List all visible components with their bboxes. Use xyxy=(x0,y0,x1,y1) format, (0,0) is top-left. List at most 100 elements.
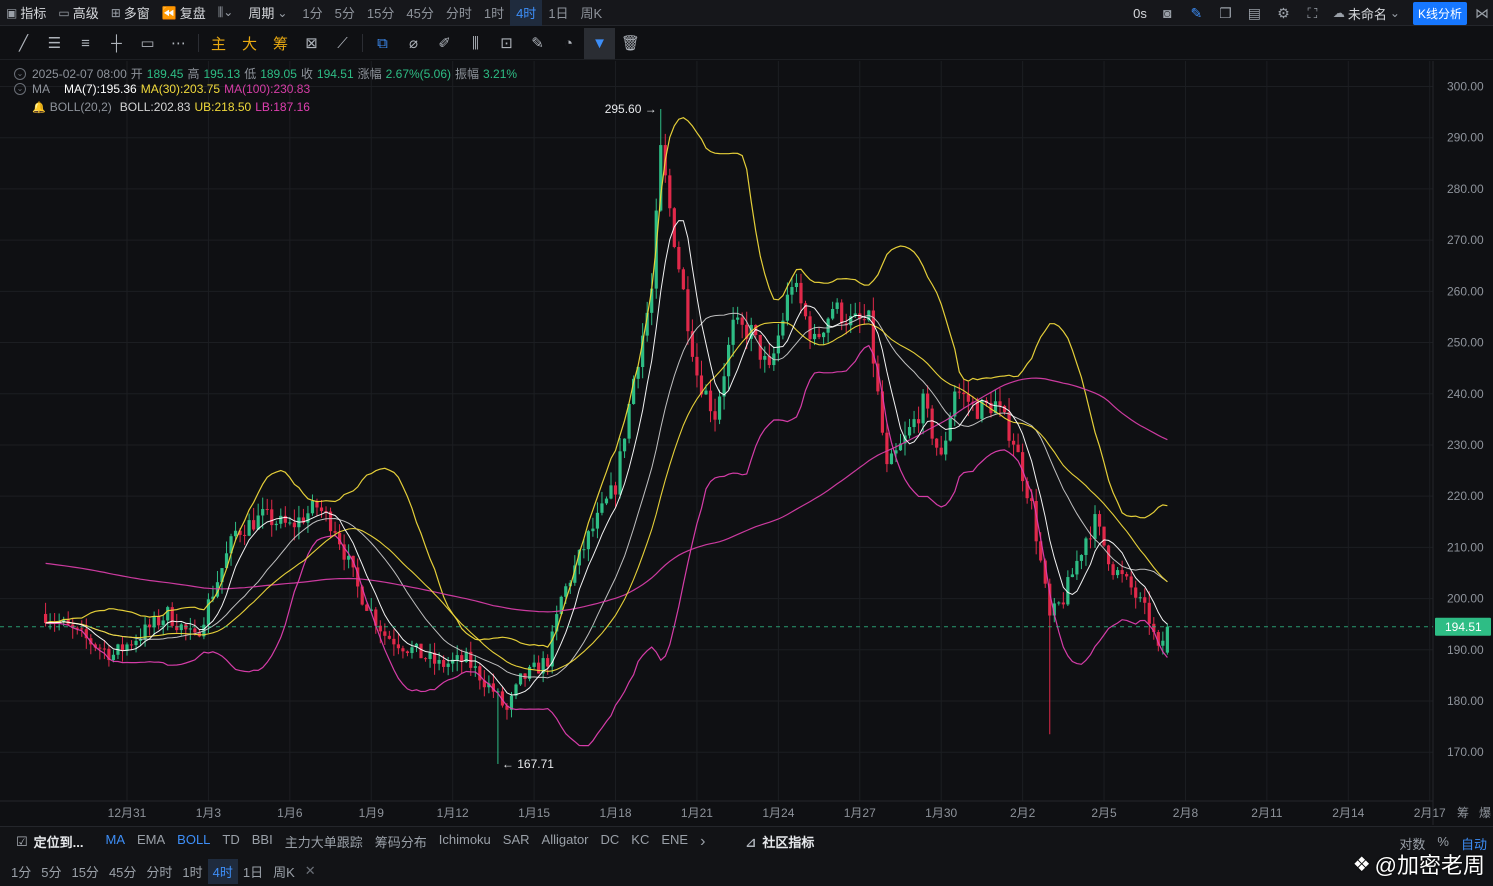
indicator-tab[interactable]: ENE xyxy=(661,832,689,847)
indicator-tab[interactable]: 筹码分布 xyxy=(374,835,427,850)
auto-scale-toggle[interactable]: 自动 xyxy=(1460,837,1487,852)
horizontal-line-tool-icon[interactable]: ┼ xyxy=(111,34,122,52)
candle-body xyxy=(821,332,826,338)
replay-button[interactable]: ⏪ 复盘 xyxy=(156,0,212,26)
cycle-dropdown[interactable]: 周期 ⌄ xyxy=(242,0,296,26)
period-tab[interactable]: 1日 xyxy=(548,6,569,21)
camera-icon[interactable]: ◙ xyxy=(1163,5,1172,21)
period-tab[interactable]: 周K xyxy=(580,6,603,21)
period-tab[interactable]: 5分 xyxy=(334,6,355,21)
trend-line-tool-icon[interactable]: ╱ xyxy=(18,35,29,52)
multi-window-button[interactable]: ⊞ 多窗 xyxy=(105,0,156,26)
period-bar-tab[interactable]: 45分 xyxy=(108,864,137,880)
edit-note-icon[interactable]: ✎ xyxy=(531,35,544,52)
rectangle-tool-icon[interactable]: ▭ xyxy=(140,35,155,52)
percent-scale-toggle[interactable]: % xyxy=(1437,834,1449,849)
indicator-tab[interactable]: KC xyxy=(631,832,650,847)
indicator-tab[interactable]: BBI xyxy=(251,832,273,847)
candle-body xyxy=(1016,444,1020,453)
more-tools-icon[interactable]: ⋯ xyxy=(171,35,186,52)
kline-chart[interactable]: 300.00 290.00 280.00 270.00 260.00 250.00 240.… xyxy=(0,61,1493,825)
chevron-down-icon: ⌄ xyxy=(277,5,288,20)
note-icon[interactable]: ❐ xyxy=(1219,4,1232,21)
period-tab[interactable]: 45分 xyxy=(406,6,434,21)
candle-body xyxy=(342,544,346,560)
period-bar-tab[interactable]: 分时 xyxy=(146,864,173,880)
y-tick-label: 290.00 xyxy=(1447,131,1484,145)
chart-canvas[interactable]: 300.00 290.00 280.00 270.00 260.00 250.00 240.… xyxy=(0,61,1493,825)
close-icon[interactable]: ✕ xyxy=(304,863,316,878)
candle-body xyxy=(387,635,391,639)
period-tab[interactable]: 1时 xyxy=(483,6,505,21)
period-tab[interactable]: 4时 xyxy=(510,0,543,26)
high-mark-label: 295.60 → xyxy=(605,102,657,116)
locate-label: 定位到... xyxy=(33,835,84,850)
collapse-icon[interactable]: ⌄ xyxy=(14,83,26,95)
candle-body xyxy=(410,647,414,654)
more-indicators-icon[interactable]: › xyxy=(700,832,706,850)
indicator-tab[interactable]: EMA xyxy=(137,832,166,847)
period-bar-tab[interactable]: 1分 xyxy=(11,864,32,880)
candle-body xyxy=(912,419,916,428)
eye-icon[interactable]: ◔ xyxy=(563,34,574,52)
brush-icon[interactable]: ✐ xyxy=(438,35,451,52)
chart-type-button[interactable]: ⫼⌄ xyxy=(212,0,243,26)
period-bar-tab[interactable]: 15分 xyxy=(71,864,99,880)
indicator-tab[interactable]: SAR xyxy=(502,832,530,847)
period-bar-tab[interactable]: 5分 xyxy=(41,864,62,880)
ruler-icon[interactable]: ⌀ xyxy=(408,35,419,52)
candle-settings-icon[interactable]: ⫼ xyxy=(472,34,479,52)
layout-dropdown[interactable]: ☁ 未命名 ⌄ xyxy=(1327,0,1409,26)
parallel-channel-tool-icon[interactable]: ☰ xyxy=(47,35,62,52)
candle-body xyxy=(537,662,541,674)
pencil-icon[interactable]: ✎ xyxy=(1190,4,1203,21)
layout-icon[interactable]: ▤ xyxy=(1247,4,1262,21)
chip-tool[interactable]: 筹 xyxy=(272,35,288,53)
kline-analysis-button[interactable]: K线分析 xyxy=(1412,1,1467,25)
trash-icon[interactable]: 🗑 xyxy=(620,35,641,52)
auto-pattern-icon[interactable]: ⊠ xyxy=(305,35,318,52)
locate-button[interactable]: ☑ 定位到... xyxy=(16,832,84,851)
indicator-tab[interactable]: Alligator xyxy=(541,832,589,847)
indicator-tab[interactable]: 主力大单跟踪 xyxy=(284,835,363,850)
filter-icon[interactable]: ▼ xyxy=(584,27,615,59)
period-tab[interactable]: 1分 xyxy=(302,6,323,21)
period-tab[interactable]: 分时 xyxy=(445,6,472,21)
candle-body xyxy=(1030,498,1034,501)
community-indicators-button[interactable]: ⊿ 社区指标 xyxy=(745,832,814,851)
period-bar-tab[interactable]: 周K xyxy=(273,864,295,880)
candle-body xyxy=(514,684,518,696)
y-tick-label: 220.00 xyxy=(1447,489,1484,503)
candle-body xyxy=(699,375,704,395)
lock-icon[interactable]: ⊡ xyxy=(500,35,513,52)
fullscreen-icon[interactable]: ⛶ xyxy=(1307,4,1318,21)
advanced-button[interactable]: ▭ 高级 xyxy=(52,0,104,26)
indicator-tab[interactable]: BOLL xyxy=(177,832,211,847)
share-icon[interactable]: ⋈ xyxy=(1475,4,1489,21)
candle-body xyxy=(527,666,532,679)
indicator-tab[interactable]: TD xyxy=(222,832,240,847)
period-bar-tab[interactable]: 1时 xyxy=(182,864,203,880)
indicator-tab[interactable]: DC xyxy=(600,832,620,847)
gear-icon[interactable]: ⚙ xyxy=(1277,4,1290,21)
candle-body xyxy=(360,586,364,605)
indicator-tab[interactable]: Ichimoku xyxy=(438,832,491,847)
open-value: 189.45 xyxy=(146,66,184,81)
ma7-value: MA(7):195.36 xyxy=(64,82,137,96)
indicator-tab[interactable]: MA xyxy=(105,832,126,847)
big-order-tool[interactable]: 大 xyxy=(241,35,257,53)
fib-tool-icon[interactable]: ≡ xyxy=(81,34,90,52)
bell-icon[interactable]: 🔔 xyxy=(32,101,46,114)
candle-body xyxy=(998,401,1002,406)
candle-body xyxy=(143,624,147,640)
magnet-icon[interactable]: ⧉ xyxy=(377,34,388,52)
period-tab[interactable]: 15分 xyxy=(366,6,395,21)
indicators-button[interactable]: ▣ 指标 xyxy=(0,0,52,26)
collapse-icon[interactable]: ⌄ xyxy=(14,67,26,80)
measure-icon[interactable]: ⟋ xyxy=(337,34,348,52)
boll-mid-line xyxy=(45,312,1168,679)
period-bar-tab[interactable]: 1日 xyxy=(242,864,264,880)
log-scale-toggle[interactable]: 对数 xyxy=(1399,837,1426,852)
period-bar-tab[interactable]: 4时 xyxy=(207,858,238,884)
main-force-tool[interactable]: 主 xyxy=(210,35,226,53)
